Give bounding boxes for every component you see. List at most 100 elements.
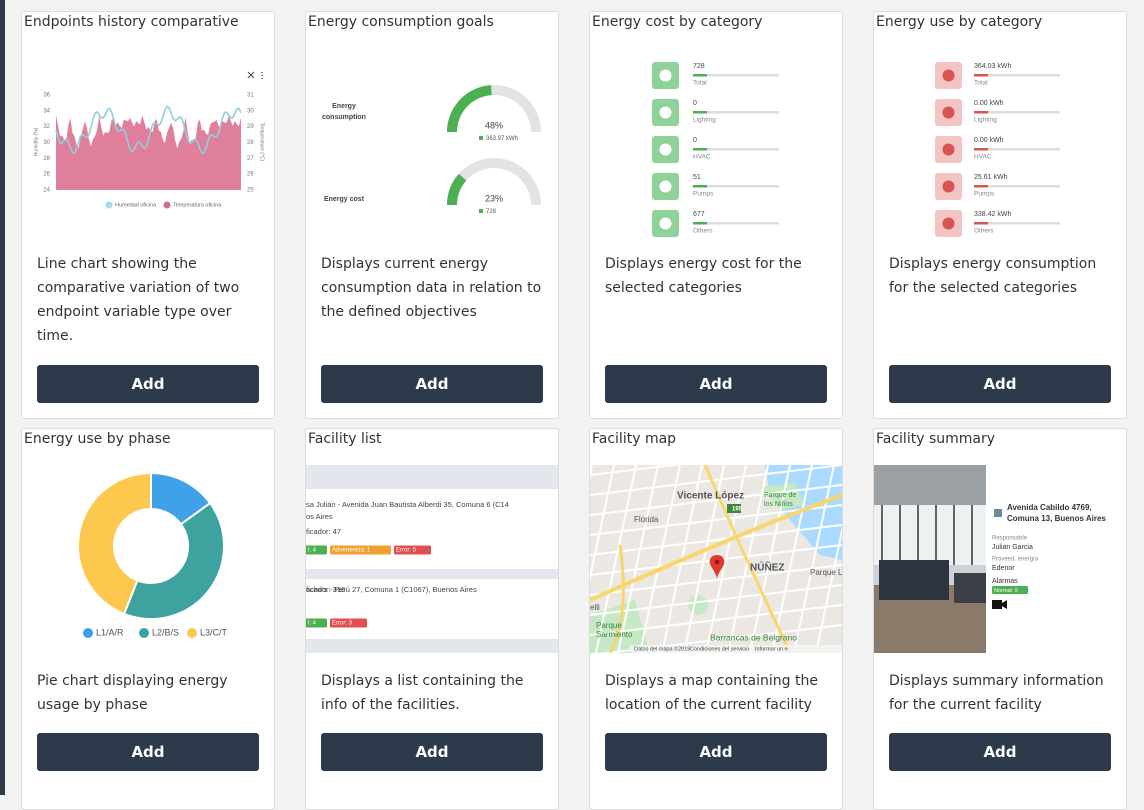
category-bar [974, 222, 988, 225]
map-street [590, 465, 842, 496]
address-line: Comuna 13, Buenos Aires [1007, 514, 1106, 523]
gauge-detail: 728 [486, 209, 497, 215]
status-badge [330, 618, 367, 628]
widget-preview: Energy consumption 48% 363.97 kWh Energy cos… [322, 85, 541, 215]
category-track [974, 111, 1060, 114]
summary-field: Edenor [992, 565, 1015, 572]
map-footer: Condiciones del servicio [690, 646, 749, 652]
add-button[interactable]: Add [889, 365, 1111, 403]
category-bar [693, 74, 707, 77]
gauge-fill [447, 173, 467, 205]
card-description: Displays a list containing the info of t… [321, 673, 524, 713]
widget-card: Energy cost by category 728 Total 0 Lighting… [589, 11, 843, 419]
map-label: Vicente López [677, 491, 744, 502]
map-street [793, 465, 835, 653]
legend-label: Temperatura oficina [173, 202, 222, 208]
category-value: 728 [693, 63, 705, 70]
map-street [617, 465, 659, 653]
temperature-area [56, 115, 241, 190]
widget-preview: sa Julián - Avenida Juan Bautista Alberd… [306, 465, 558, 653]
category-label: Lighting [974, 117, 997, 124]
humidity-line [55, 105, 242, 155]
list-band [306, 465, 558, 489]
add-button[interactable]: Add [321, 733, 543, 771]
map-label: 195 [732, 507, 743, 513]
map-street [771, 465, 813, 653]
status-badge-text: Normal: 9 [994, 588, 1018, 594]
add-button[interactable]: Add [889, 733, 1111, 771]
map-label-line: Sarmiento [596, 630, 633, 639]
left-tick-label: 30 [43, 140, 50, 146]
widget-card: Energy use by phase L1/A/R L2/B/S L3/C/T Pie… [21, 428, 275, 810]
category-track [974, 222, 1060, 225]
legend-swatch [105, 201, 113, 209]
legend-label: Humedad oficina [115, 202, 157, 208]
card-title: Facility list [308, 431, 382, 447]
facility-address: Avenida Cabildo 4769, Comuna 13, Buenos A… [1007, 503, 1106, 523]
category-bar [974, 111, 988, 114]
right-tick-label: 30 [247, 108, 254, 114]
status-badge-text: Advertencia: 1 [332, 548, 371, 554]
category-value: 25.61 kWh [974, 174, 1008, 181]
category-bar [693, 185, 707, 188]
category-track [693, 222, 779, 225]
category-icon [942, 143, 955, 156]
legend-swatch [187, 628, 197, 638]
map-label: Barrancas de Belgrano [710, 632, 797, 642]
category-track [693, 185, 779, 188]
list-text: os Aires [306, 512, 333, 521]
category-value: 364.03 kWh [974, 63, 1011, 70]
category-value: 0 [693, 137, 697, 144]
gauge-detail: 363.97 kWh [486, 136, 518, 142]
address-line: Avenida Cabildo 4769, [1007, 503, 1092, 512]
add-button[interactable]: Add [37, 733, 259, 771]
widget-card: Energy consumption goals Energy consumptio… [305, 11, 559, 419]
map-street [590, 584, 842, 616]
legend-label: L1/A/R [96, 627, 124, 637]
list-band [306, 639, 558, 653]
donut-slice [122, 501, 225, 620]
category-icon [942, 217, 955, 230]
add-button[interactable]: Add [321, 365, 543, 403]
map-street [590, 524, 842, 556]
widget-card: Endpoints history comparative 36 31 34 30 32 2… [21, 11, 275, 419]
status-badge-text: Error: 3 [332, 621, 353, 627]
category-label: Total [974, 80, 988, 87]
gauge-label-line: consumption [322, 114, 366, 121]
right-tick-label: 28 [247, 140, 254, 146]
map-highway [590, 493, 842, 602]
add-button[interactable]: Add [605, 733, 827, 771]
status-badge-text: l: 4 [308, 621, 317, 627]
donut-slice [77, 471, 152, 616]
right-tick-label: 25 [247, 188, 254, 194]
category-label: Lighting [693, 117, 716, 124]
category-value: 0.00 kWh [974, 100, 1004, 107]
widget-preview: 728 Total 0 Lighting 0 HVAC 51 Pumps 677 Others [652, 62, 779, 237]
category-value: 0.00 kWh [974, 137, 1004, 144]
gauge-percent: 48% [485, 120, 503, 130]
card-description: Displays a map containing the location o… [605, 673, 818, 713]
category-label: Others [693, 228, 713, 235]
map-label: Parque de los Niños [764, 492, 796, 508]
map-street [590, 465, 615, 583]
add-button[interactable]: Add [37, 365, 259, 403]
legend-swatch [139, 628, 149, 638]
category-icon [659, 143, 672, 156]
widget-preview: 364.03 kWh Total 0.00 kWh Lighting 0.00 kWh H… [935, 62, 1060, 237]
map-label: Parque Sarmiento [596, 621, 633, 639]
map-highway [703, 465, 792, 653]
summary-field: Alarmas [992, 578, 1018, 585]
right-tick-label: 26 [247, 172, 254, 178]
legend-label: L3/C/T [200, 627, 228, 637]
add-button[interactable]: Add [605, 365, 827, 403]
category-label: Total [693, 80, 707, 87]
gauge-percent: 23% [485, 193, 503, 203]
widget-card: Facility summary Avenida Cabildo 4769, Com… [873, 428, 1127, 810]
summary-field: Responsable [992, 536, 1028, 542]
status-badge [330, 545, 391, 555]
card-title: Endpoints history comparative [24, 14, 239, 30]
category-bar [974, 148, 988, 151]
category-track [974, 185, 1060, 188]
right-axis-title: Temperature (°C) [259, 123, 265, 162]
map-pin-dot [714, 559, 720, 565]
